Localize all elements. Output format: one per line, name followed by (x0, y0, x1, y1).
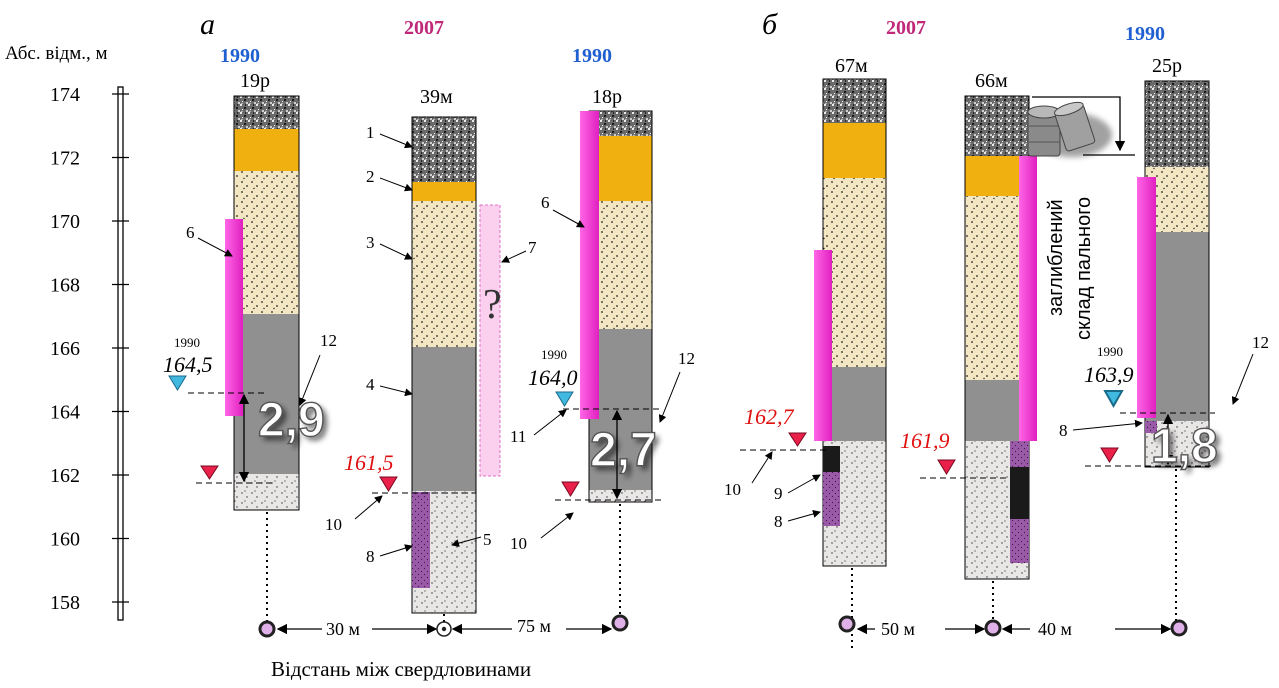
distance-caption: Відстань між свердловинами (271, 657, 531, 681)
fuel-storage-depth-line (1032, 96, 1126, 152)
axis-tick-label: 160 (50, 529, 80, 551)
panel-letter-b: б (762, 8, 778, 41)
water-1990-value-25r: 163,9 (1084, 362, 1134, 387)
well-centerlines (266, 469, 1177, 650)
assumed-contamination-zone (479, 204, 501, 477)
label-12a: 12 (320, 331, 337, 350)
water-triangle-2007-67m (788, 432, 807, 447)
distance-40m: 40 м (1038, 619, 1072, 639)
distance-30m: 30 м (326, 619, 360, 639)
contamination-bar-66m (1019, 156, 1037, 441)
well-marker-66m (984, 619, 1002, 637)
year-label-39m: 2007 (404, 17, 444, 39)
axis-tick-label: 174 (50, 84, 80, 106)
well-column-18r (588, 110, 653, 503)
axis-tick-label: 166 (50, 338, 80, 360)
label-3: 3 (366, 233, 375, 252)
drop-shadow-19r: 2,9 (262, 398, 329, 451)
contamination-bar-67m (814, 250, 832, 441)
panel-letter-a: а (200, 8, 215, 41)
well-marker-19r (258, 620, 276, 638)
fuel-storage-label-line2: склад пального (1073, 197, 1095, 340)
contamination-bar-18r (580, 111, 599, 419)
label-10c: 10 (724, 480, 741, 499)
axis-title: Абс. відм., м (5, 43, 108, 64)
water-triangle-2007-18r (561, 481, 580, 497)
water-triangle-2007-25r (1100, 447, 1119, 463)
water-triangle-1990-18r (555, 391, 574, 407)
water-1990-year-18r: 1990 (541, 347, 567, 362)
water-1990-year-19r: 1990 (174, 335, 200, 350)
water-1990-value-19r: 164,5 (163, 352, 213, 377)
year-label-19r: 1990 (220, 45, 260, 67)
label-1: 1 (366, 123, 375, 142)
legend-pointers: 1 2 3 4 5 6 6 7 8 8 8 9 10 10 10 11 12 1… (186, 123, 1269, 566)
contamination-bar-19r (225, 219, 243, 416)
distance-75m: 75 м (517, 616, 551, 636)
fuel-storage-icon (1027, 101, 1112, 157)
well-name-67m: 67м (835, 55, 868, 77)
label-12c: 12 (1252, 333, 1269, 352)
axis-tick-label: 164 (50, 402, 80, 424)
well-name-18r: 18р (592, 86, 622, 108)
well-name-25r: 25р (1152, 55, 1182, 77)
water-2007-value-66m: 161,9 (900, 428, 950, 453)
axis-tick-label: 172 (50, 148, 80, 170)
well-column-39m (411, 116, 477, 614)
water-triangle-2007-19r (200, 465, 219, 480)
water-drop-18r: 2,7 (590, 424, 657, 477)
axis-tick-label: 162 (50, 465, 80, 487)
water-drop-25r: 1,8 (1151, 420, 1218, 473)
axis-tick-label: 158 (50, 592, 80, 614)
label-10a: 10 (325, 515, 342, 534)
contamination-bar-25r (1137, 177, 1156, 418)
water-2007-value-67m: 162,7 (744, 404, 795, 429)
water-1990-year-25r: 1990 (1097, 344, 1123, 359)
label-8a: 8 (366, 547, 375, 566)
well-marker-67m (838, 615, 856, 633)
water-1990-value-18r: 164,0 (528, 365, 578, 390)
elevation-axis: 174 172 170 168 166 164 162 160 158 (50, 84, 129, 621)
unknown-question-mark: ? (483, 282, 502, 328)
label-2: 2 (366, 167, 375, 186)
drop-shadow-18r: 2,7 (594, 428, 661, 481)
label-5: 5 (483, 530, 492, 549)
well-marker-25r (1170, 619, 1188, 637)
label-6a: 6 (186, 223, 195, 242)
water-2007-value-39m: 161,5 (344, 450, 394, 475)
label-8c: 8 (1059, 421, 1068, 440)
well-column-19r (233, 95, 300, 511)
drop-shadow-25r: 1,8 (1155, 424, 1222, 477)
label-4: 4 (366, 375, 375, 394)
label-10b: 10 (510, 534, 527, 553)
axis-tick-label: 170 (50, 211, 80, 233)
water-drop-19r: 2,9 (258, 394, 325, 447)
water-triangle-1990-19r (168, 375, 187, 391)
well-name-66m: 66м (975, 70, 1008, 92)
well-name-39m: 39м (420, 86, 453, 108)
year-label-67m: 2007 (886, 17, 926, 39)
water-triangle-2007-66m (937, 459, 956, 475)
fuel-storage-label-line1: заглиблений (1045, 199, 1067, 316)
label-11: 11 (510, 427, 526, 446)
year-label-18r: 1990 (572, 45, 612, 67)
label-7: 7 (528, 238, 537, 257)
well-name-19r: 19р (240, 70, 270, 92)
label-12b: 12 (678, 349, 695, 368)
water-triangle-1990-25r (1103, 390, 1124, 409)
well-marker-18r (611, 614, 629, 632)
water-triangle-2007-39m (379, 476, 398, 492)
well-column-67m (822, 78, 887, 567)
label-9: 9 (774, 484, 783, 503)
year-label-25r: 1990 (1125, 23, 1165, 45)
label-6b: 6 (541, 193, 550, 212)
distance-50m: 50 м (881, 619, 915, 639)
well-column-66m (964, 95, 1030, 580)
axis-tick-label: 168 (50, 275, 80, 297)
label-8b: 8 (774, 512, 783, 531)
